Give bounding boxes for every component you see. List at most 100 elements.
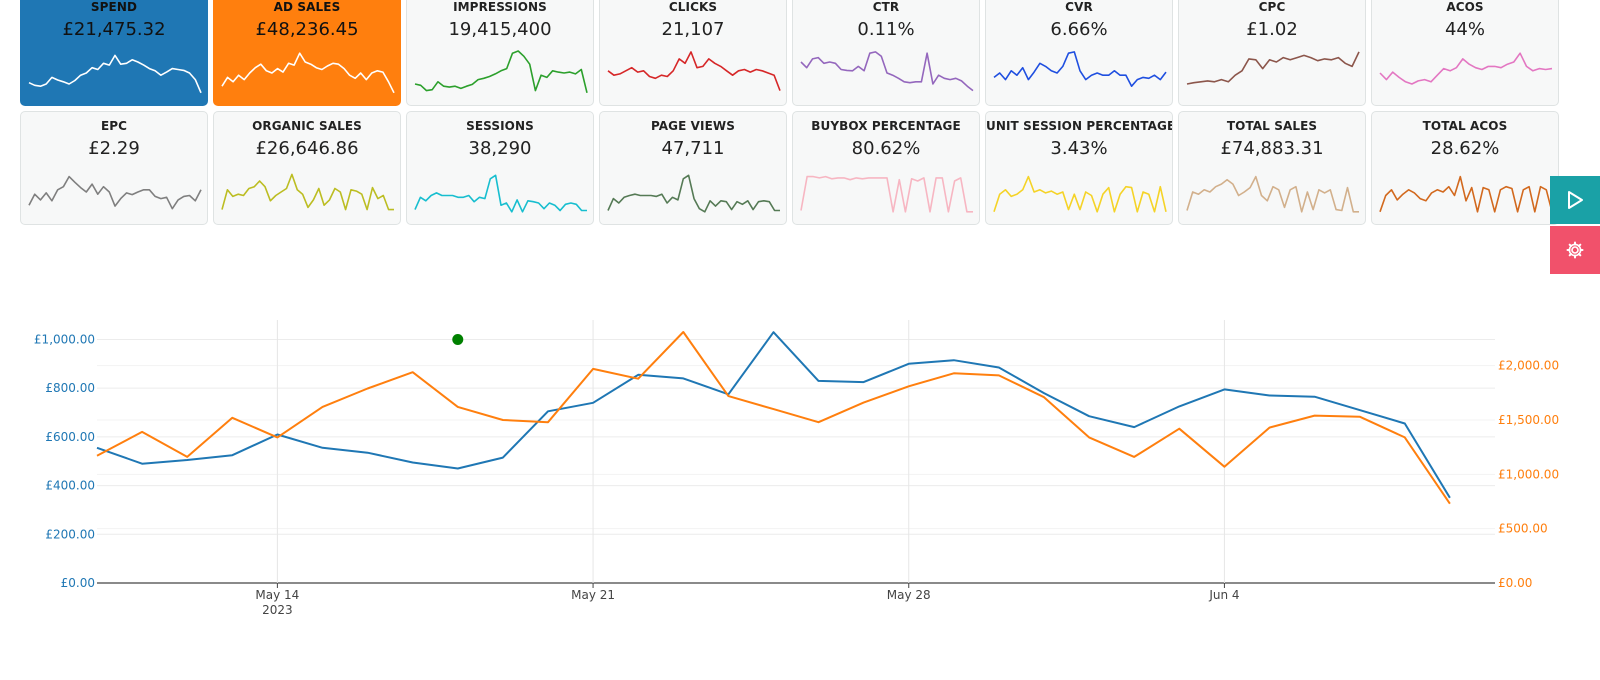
gear-icon — [1566, 241, 1584, 259]
kpi-label: EPC — [100, 119, 128, 133]
kpi-card-total-sales[interactable]: TOTAL SALES £74,883.31 — [1178, 111, 1366, 225]
kpi-card-spend[interactable]: SPEND £21,475.32 — [20, 0, 208, 106]
series-line-sales[interactable] — [96, 331, 1451, 505]
kpi-value: 44% — [1444, 19, 1485, 40]
kpi-label: CLICKS — [668, 0, 718, 14]
sparkline — [607, 51, 781, 91]
kpi-value: £74,883.31 — [1220, 138, 1324, 159]
sparkline — [993, 51, 1167, 87]
kpi-card-epc[interactable]: EPC £2.29 — [20, 111, 208, 225]
kpi-value: 6.66% — [1050, 19, 1108, 40]
y2-tick-label: £1,000.00 — [1498, 467, 1559, 481]
x-tick-label: May 14 — [255, 588, 299, 602]
series-line-spend[interactable] — [96, 331, 1451, 499]
x-tick-label: Jun 4 — [1208, 588, 1239, 602]
kpi-grid: SPEND £21,475.32 AD SALES £48,236.45 IMPRESS… — [20, 0, 1559, 225]
sparkline-line — [28, 175, 202, 210]
x-tick-label: May 21 — [571, 588, 615, 602]
kpi-card-organic-sales[interactable]: ORGANIC SALES £26,646.86 — [213, 111, 401, 225]
y2-tick-label: £0.00 — [1498, 576, 1532, 590]
kpi-value: 19,415,400 — [448, 19, 552, 40]
sparkline — [1186, 51, 1360, 85]
sparkline — [414, 174, 587, 213]
sparkline-line — [414, 174, 587, 213]
kpi-label: CPC — [1258, 0, 1286, 14]
event-marker[interactable] — [452, 333, 464, 345]
kpi-value: £26,646.86 — [255, 138, 359, 159]
sparkline — [607, 174, 780, 213]
sparkline-line — [1379, 175, 1553, 213]
sparkline-line — [1186, 51, 1360, 85]
kpi-card-cpc[interactable]: CPC £1.02 — [1178, 0, 1366, 106]
sparkline — [221, 173, 394, 211]
y-tick-label: £1,000.00 — [34, 332, 95, 346]
y-tick-label: £600.00 — [45, 430, 95, 444]
sparkline-line — [1186, 175, 1359, 213]
sparkline — [1186, 175, 1359, 213]
sparkline — [993, 175, 1167, 213]
kpi-label: ORGANIC SALES — [252, 119, 362, 133]
sparkline — [1379, 175, 1553, 213]
sparkline-line — [414, 50, 588, 93]
settings-button[interactable] — [1550, 226, 1600, 274]
kpi-card-clicks[interactable]: CLICKS 21,107 — [599, 0, 787, 106]
kpi-label: TOTAL ACOS — [1422, 119, 1508, 133]
kpi-value: £48,236.45 — [255, 19, 359, 40]
kpi-label: TOTAL SALES — [1226, 119, 1318, 133]
kpi-card-ctr[interactable]: CTR 0.11% — [792, 0, 980, 106]
kpi-card-cvr[interactable]: CVR 6.66% — [985, 0, 1173, 106]
sparkline — [1379, 52, 1553, 85]
kpi-value: £2.29 — [88, 138, 140, 159]
x-tick-sublabel: 2023 — [262, 603, 293, 617]
grid — [97, 320, 1495, 584]
y2-tick-label: £2,000.00 — [1498, 359, 1559, 373]
kpi-label: ACOS — [1446, 0, 1484, 14]
kpi-label: CTR — [872, 0, 900, 14]
sparkline — [800, 51, 974, 92]
kpi-card-ad-sales[interactable]: AD SALES £48,236.45 — [213, 0, 401, 106]
kpi-value: £1.02 — [1246, 19, 1298, 40]
kpi-value: 38,290 — [468, 138, 532, 159]
kpi-card-acos[interactable]: ACOS 44% — [1371, 0, 1559, 106]
kpi-value: 21,107 — [661, 19, 725, 40]
sparkline-line — [993, 175, 1167, 213]
play-button[interactable] — [1550, 176, 1600, 224]
sparkline — [800, 175, 973, 213]
y2-tick-label: £1,500.00 — [1498, 413, 1559, 427]
y-tick-label: £800.00 — [45, 381, 95, 395]
sparkline — [221, 52, 395, 94]
y-tick-label: £0.00 — [61, 576, 95, 590]
kpi-value: 47,711 — [661, 138, 725, 159]
sparkline — [414, 50, 588, 93]
sparkline-line — [607, 174, 780, 213]
kpi-label: IMPRESSIONS — [453, 0, 547, 14]
y-tick-label: £200.00 — [45, 527, 95, 541]
kpi-value: 3.43% — [1050, 138, 1108, 159]
kpi-card-unit-session-percentage[interactable]: UNIT SESSION PERCENTAGE 3.43% — [985, 111, 1173, 225]
kpi-card-impressions[interactable]: IMPRESSIONS 19,415,400 — [406, 0, 594, 106]
kpi-label: AD SALES — [273, 0, 341, 14]
kpi-label: UNIT SESSION PERCENTAGE — [986, 119, 1173, 133]
main-chart: £0.00 £200.00 £400.00 £600.00 £800.00 £1,000.… — [34, 320, 1559, 617]
play-icon — [1568, 191, 1583, 209]
sparkline-line — [607, 51, 781, 91]
kpi-value: 0.11% — [857, 19, 915, 40]
sparkline — [28, 175, 202, 210]
sparkline-line — [221, 52, 395, 94]
kpi-value: £21,475.32 — [62, 19, 166, 40]
sparkline-line — [28, 54, 202, 94]
kpi-label: SESSIONS — [466, 119, 534, 133]
kpi-label: PAGE VIEWS — [650, 119, 736, 133]
kpi-card-total-acos[interactable]: TOTAL ACOS 28.62% — [1371, 111, 1559, 225]
kpi-card-sessions[interactable]: SESSIONS 38,290 — [406, 111, 594, 225]
kpi-value: 28.62% — [1430, 138, 1500, 159]
sparkline-line — [1379, 52, 1553, 85]
sparkline-line — [993, 51, 1167, 87]
kpi-value: 80.62% — [851, 138, 921, 159]
kpi-label: CVR — [1065, 0, 1093, 14]
kpi-card-page-views[interactable]: PAGE VIEWS 47,711 — [599, 111, 787, 225]
sparkline-line — [800, 51, 974, 92]
y-tick-label: £400.00 — [45, 479, 95, 493]
kpi-card-buybox-percentage[interactable]: BUYBOX PERCENTAGE 80.62% — [792, 111, 980, 225]
